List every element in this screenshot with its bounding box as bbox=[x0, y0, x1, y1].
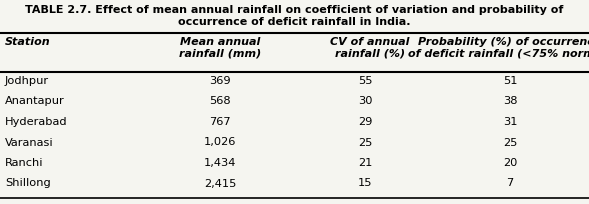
Text: 1,026: 1,026 bbox=[204, 137, 236, 147]
Text: 55: 55 bbox=[358, 76, 372, 86]
Text: 31: 31 bbox=[503, 117, 517, 127]
Text: occurrence of deficit rainfall in India.: occurrence of deficit rainfall in India. bbox=[178, 17, 411, 27]
Text: 568: 568 bbox=[209, 96, 231, 106]
Text: 7: 7 bbox=[507, 178, 514, 188]
Text: Jodhpur: Jodhpur bbox=[5, 76, 49, 86]
Text: Hyderabad: Hyderabad bbox=[5, 117, 68, 127]
Text: 15: 15 bbox=[358, 178, 372, 188]
Text: Mean annual
rainfall (mm): Mean annual rainfall (mm) bbox=[179, 37, 261, 59]
Text: 369: 369 bbox=[209, 76, 231, 86]
Text: 25: 25 bbox=[503, 137, 517, 147]
Text: 20: 20 bbox=[503, 158, 517, 168]
Text: 767: 767 bbox=[209, 117, 231, 127]
Text: Station: Station bbox=[5, 37, 51, 47]
Text: TABLE 2.7. Effect of mean annual rainfall on coefficient of variation and probab: TABLE 2.7. Effect of mean annual rainfal… bbox=[25, 5, 564, 15]
Text: 21: 21 bbox=[358, 158, 372, 168]
Text: 25: 25 bbox=[358, 137, 372, 147]
Text: CV of annual
rainfall (%): CV of annual rainfall (%) bbox=[330, 37, 410, 59]
Text: Probability (%) of occurrence
of deficit rainfall (<75% normal): Probability (%) of occurrence of deficit… bbox=[408, 37, 589, 59]
Text: Anantapur: Anantapur bbox=[5, 96, 65, 106]
Text: 30: 30 bbox=[358, 96, 372, 106]
Text: 51: 51 bbox=[503, 76, 517, 86]
Text: Ranchi: Ranchi bbox=[5, 158, 44, 168]
Text: 1,434: 1,434 bbox=[204, 158, 236, 168]
Text: Varanasi: Varanasi bbox=[5, 137, 54, 147]
Text: 38: 38 bbox=[503, 96, 517, 106]
Text: 2,415: 2,415 bbox=[204, 178, 236, 188]
Text: 29: 29 bbox=[358, 117, 372, 127]
Text: Shillong: Shillong bbox=[5, 178, 51, 188]
